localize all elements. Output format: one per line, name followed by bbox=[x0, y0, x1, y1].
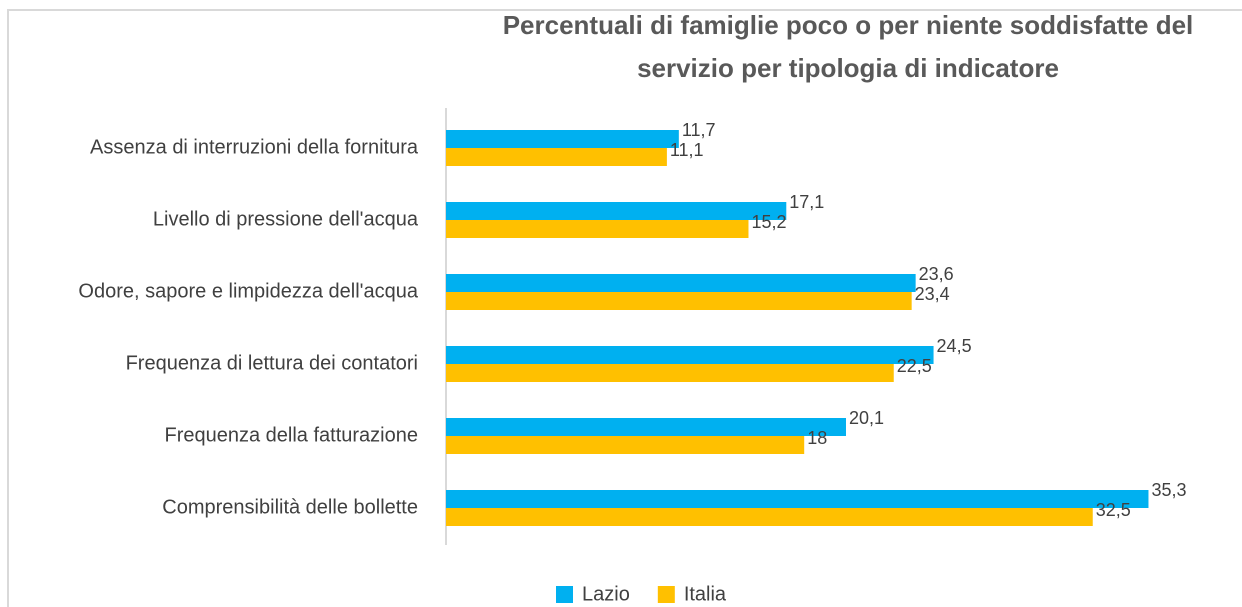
value-label: 32,5 bbox=[1096, 500, 1131, 520]
legend-label: Italia bbox=[684, 583, 727, 605]
value-label: 20,1 bbox=[849, 408, 884, 428]
value-label: 35,3 bbox=[1151, 480, 1186, 500]
bar bbox=[446, 130, 679, 148]
bar bbox=[446, 274, 916, 292]
value-label: 23,6 bbox=[919, 264, 954, 284]
category-label: Odore, sapore e limpidezza dell'acqua bbox=[78, 280, 418, 302]
bar bbox=[446, 490, 1149, 508]
bar bbox=[446, 364, 894, 382]
bar bbox=[446, 202, 787, 220]
value-label: 18 bbox=[807, 428, 827, 448]
category-label: Assenza di interruzioni della fornitura bbox=[90, 136, 419, 158]
value-label: 17,1 bbox=[789, 192, 824, 212]
value-label: 23,4 bbox=[915, 284, 950, 304]
bar bbox=[446, 292, 912, 310]
category-label: Livello di pressione dell'acqua bbox=[153, 208, 419, 230]
value-label: 15,2 bbox=[751, 212, 786, 232]
category-label: Comprensibilità delle bollette bbox=[162, 496, 418, 518]
value-label: 11,1 bbox=[670, 140, 704, 160]
value-label: 11,7 bbox=[682, 120, 716, 140]
chart-border bbox=[7, 9, 1242, 607]
category-label: Frequenza di lettura dei contatori bbox=[126, 352, 418, 374]
bar bbox=[446, 508, 1093, 526]
legend-swatch bbox=[556, 586, 573, 603]
bar bbox=[446, 220, 749, 238]
chart-title: Percentuali di famiglie poco o per nient… bbox=[502, 10, 1194, 83]
bar bbox=[446, 436, 805, 454]
value-label: 24,5 bbox=[937, 336, 972, 356]
bar bbox=[446, 148, 667, 166]
bar bbox=[446, 418, 846, 436]
legend-swatch bbox=[657, 586, 675, 603]
value-label: 22,5 bbox=[897, 356, 932, 376]
bar bbox=[446, 346, 934, 364]
category-label: Frequenza della fatturazione bbox=[165, 424, 419, 446]
legend-label: Lazio bbox=[582, 583, 630, 605]
